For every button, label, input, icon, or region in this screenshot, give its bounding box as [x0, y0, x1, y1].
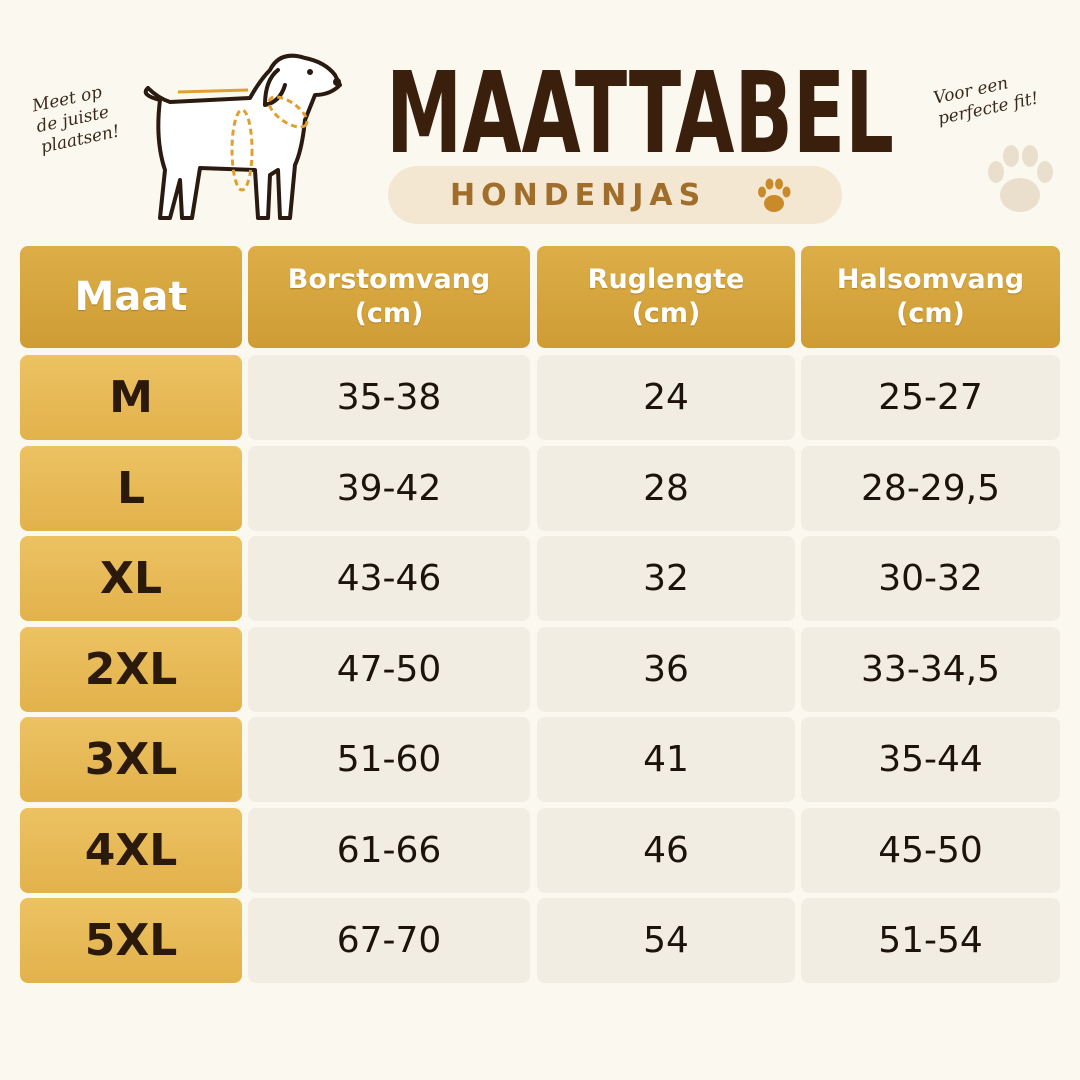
header-name: Borstomvang: [287, 264, 491, 295]
dog-illustration: [143, 53, 342, 220]
header-name: Maat: [74, 274, 188, 320]
value-cell: 54: [537, 898, 795, 983]
size-cell: XL: [20, 536, 242, 621]
value-cell: 67-70: [248, 898, 530, 983]
size-cell: 5XL: [20, 898, 242, 983]
note-right: Voor een perfecte fit!: [932, 68, 1041, 130]
subtitle: HONDENJAS: [450, 178, 707, 213]
paw-decoration: [988, 145, 1053, 212]
value-cell: 39-42: [248, 445, 530, 531]
value-cell: 25-27: [801, 355, 1060, 440]
header-name: Ruglengte: [587, 264, 745, 295]
title: MAATTABEL: [386, 52, 894, 172]
note-left: Meet op de juiste plaatsen!: [30, 80, 121, 158]
value-cell: 28: [537, 445, 795, 531]
value-cell: 32: [537, 536, 795, 621]
value-cell: 30-32: [801, 536, 1060, 621]
value-cell: 33-34,5: [801, 626, 1060, 712]
paw-icon: [758, 178, 791, 212]
value-cell: 35-44: [801, 717, 1060, 802]
header-cell: Halsomvang (cm): [801, 246, 1060, 348]
value-cell: 51-54: [801, 898, 1060, 983]
value-cell: 35-38: [248, 355, 530, 440]
value-cell: 36: [537, 626, 795, 712]
header-unit: (cm): [631, 298, 701, 329]
header-cell: Ruglengte (cm): [537, 246, 795, 348]
size-cell: L: [20, 445, 242, 531]
size-cell: 2XL: [20, 626, 242, 712]
value-cell: 47-50: [248, 626, 530, 712]
value-cell: 45-50: [801, 807, 1060, 893]
value-cell: 28-29,5: [801, 445, 1060, 531]
value-cell: 43-46: [248, 536, 530, 621]
value-cell: 24: [537, 355, 795, 440]
size-cell: 3XL: [20, 717, 242, 802]
value-cell: 46: [537, 807, 795, 893]
value-cell: 41: [537, 717, 795, 802]
header-unit: (cm): [354, 298, 424, 329]
size-cell: M: [20, 355, 242, 440]
value-cell: 61-66: [248, 807, 530, 893]
header-name: Halsomvang: [836, 264, 1025, 295]
value-cell: 51-60: [248, 717, 530, 802]
header-cell: Borstomvang (cm): [248, 246, 530, 348]
title-text: MAATTABEL: [386, 52, 894, 172]
header-unit: (cm): [896, 298, 965, 329]
subtitle-pill: HONDENJAS: [388, 166, 842, 224]
header-cell: Maat: [20, 246, 242, 348]
size-cell: 4XL: [20, 807, 242, 893]
